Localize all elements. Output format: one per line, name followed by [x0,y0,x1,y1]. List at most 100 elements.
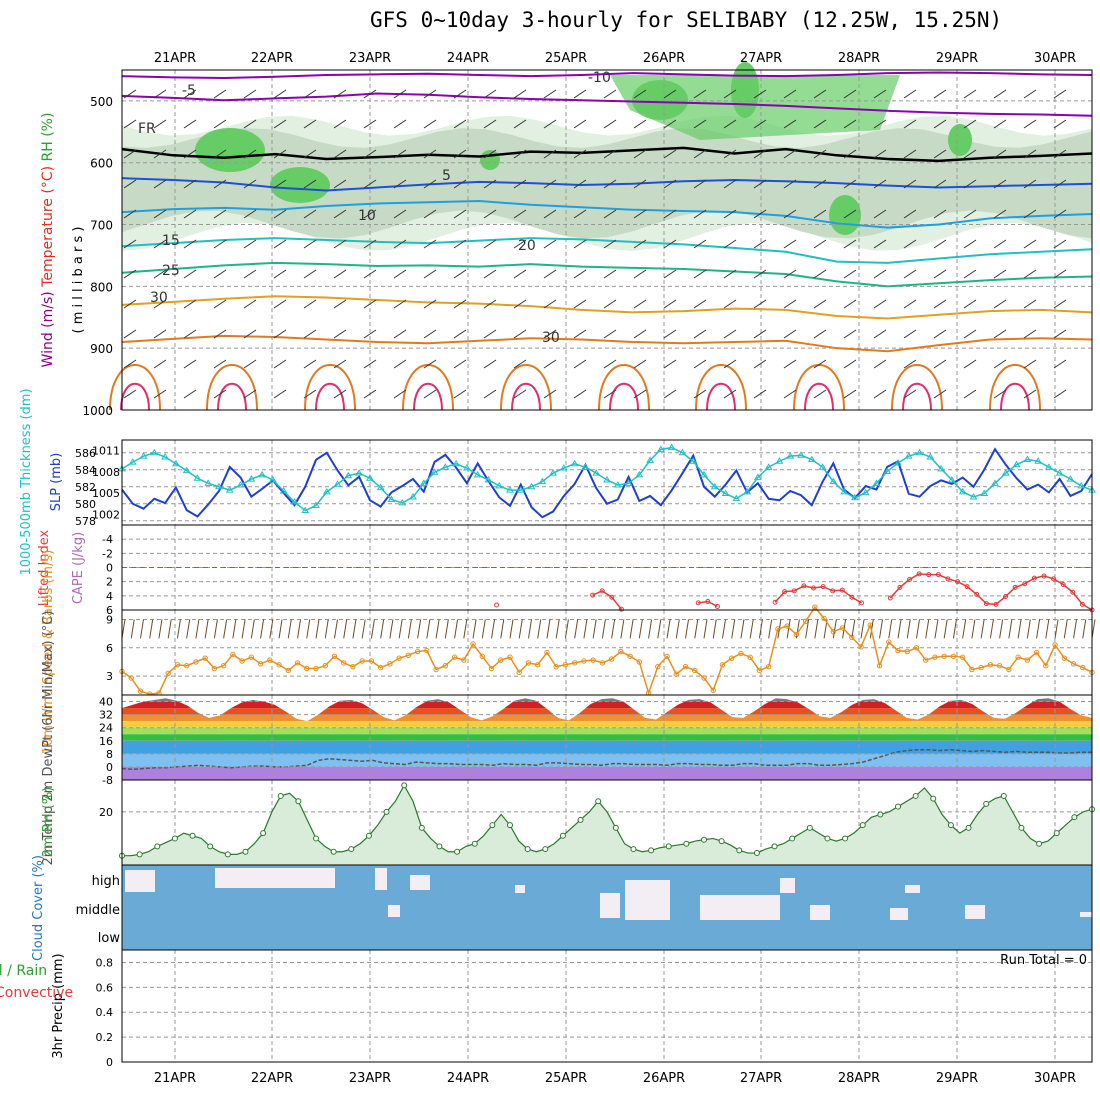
wind-barb [843,119,857,129]
wind-barb [633,119,647,129]
cloud-level-low: low [98,931,121,946]
wind-barb [153,299,167,309]
wind-barb [813,299,827,309]
wind-barb [453,119,467,129]
wind-barb [993,269,1007,279]
wind-barb [1023,239,1037,249]
wind-barb [633,179,647,189]
slp-tick: 1002 [92,508,120,521]
wind-barb [993,89,1007,99]
wind-barb [333,149,347,159]
wind-barb [783,359,797,369]
wind-barb [963,89,977,99]
wind-barb [453,269,467,279]
wind-barb [783,389,797,399]
rh-point [965,824,972,831]
wind10-barb [657,619,662,639]
li-point [618,606,624,612]
thickness-point [570,459,579,467]
temp-tick: 32 [99,709,113,722]
pressure-tick: 700 [90,219,113,233]
wind-barb [393,239,407,249]
rh-point [771,843,778,850]
wind-barb [243,329,257,339]
thickness-point [592,469,601,476]
wind-barb [273,239,287,249]
temp-tick: 16 [99,735,113,748]
wind10-barb [472,619,477,639]
wind-barb [873,209,887,219]
wind-barb [183,269,197,279]
thickness-tick: 586 [75,447,96,460]
wind-barb [123,179,137,189]
contour-label: 30 [542,330,560,346]
upper-label-part: Temperature (°C) [40,161,56,287]
wind10-barb [463,619,468,639]
rh-point [665,843,672,850]
wind-barb [153,269,167,279]
wind-barb [1023,299,1037,309]
wind10-barb [333,619,338,639]
wind-barb [543,179,557,189]
wind10-barb [491,619,496,639]
rh-point [242,848,249,855]
wind10-barb [786,619,791,639]
wind-barb [783,269,797,279]
wind-barb [243,89,257,99]
wind-barb [663,329,677,339]
thickness-tick: 584 [75,464,96,477]
thickness-point [301,506,310,514]
slp-tick: 1005 [92,487,120,500]
wind-barb [1053,179,1067,189]
thickness-point [495,481,504,489]
thickness-point [581,463,590,470]
wind-barb [903,179,917,189]
rh-point [383,808,390,815]
rh-point [701,836,707,843]
wind-barb [753,329,767,339]
wind-point [701,675,707,681]
contour-hot [109,364,161,411]
wind-barb [603,179,617,189]
wind-barb [213,149,227,159]
temp-band [122,721,1092,728]
contour-30 [121,334,1093,353]
contour-label: 10 [358,208,376,224]
wind-barb [453,329,467,339]
bottom-date-label: 24APR [447,1071,489,1086]
contour-hot [206,364,258,411]
wind-barb [393,149,407,159]
wind-barb [543,239,557,249]
wind-barb [363,389,377,399]
wind-barb [753,179,767,189]
wind10-barb [648,619,653,639]
wind-barb [513,299,527,309]
wind10-barb [906,619,911,639]
thickness-point [290,498,299,505]
wind-barb [753,239,767,249]
wind-barb [123,389,137,399]
wind-point [729,655,735,661]
wind-barb [363,209,377,219]
contour-label: 30 [150,290,168,306]
cloud-gap [1080,912,1092,917]
wind10-barb [509,619,514,639]
wind-barb [663,389,677,399]
contour-hot [1000,382,1030,411]
wind-point [285,667,291,674]
rh-point [524,846,531,853]
cloud-gap [625,880,670,920]
bottom-date-label: 29APR [936,1071,978,1086]
wind10-barb [795,619,800,639]
li-tick: -2 [102,547,113,560]
thickness-point [764,463,773,470]
thickness-point [603,475,611,483]
wind-barb [903,329,917,339]
wind10-barb [832,619,837,639]
wind10-barb [241,619,246,639]
li-point [859,600,865,606]
li-point [964,584,970,590]
wind-barb [633,239,647,249]
rh-high-blob [948,124,972,156]
contour-hot [989,364,1041,411]
